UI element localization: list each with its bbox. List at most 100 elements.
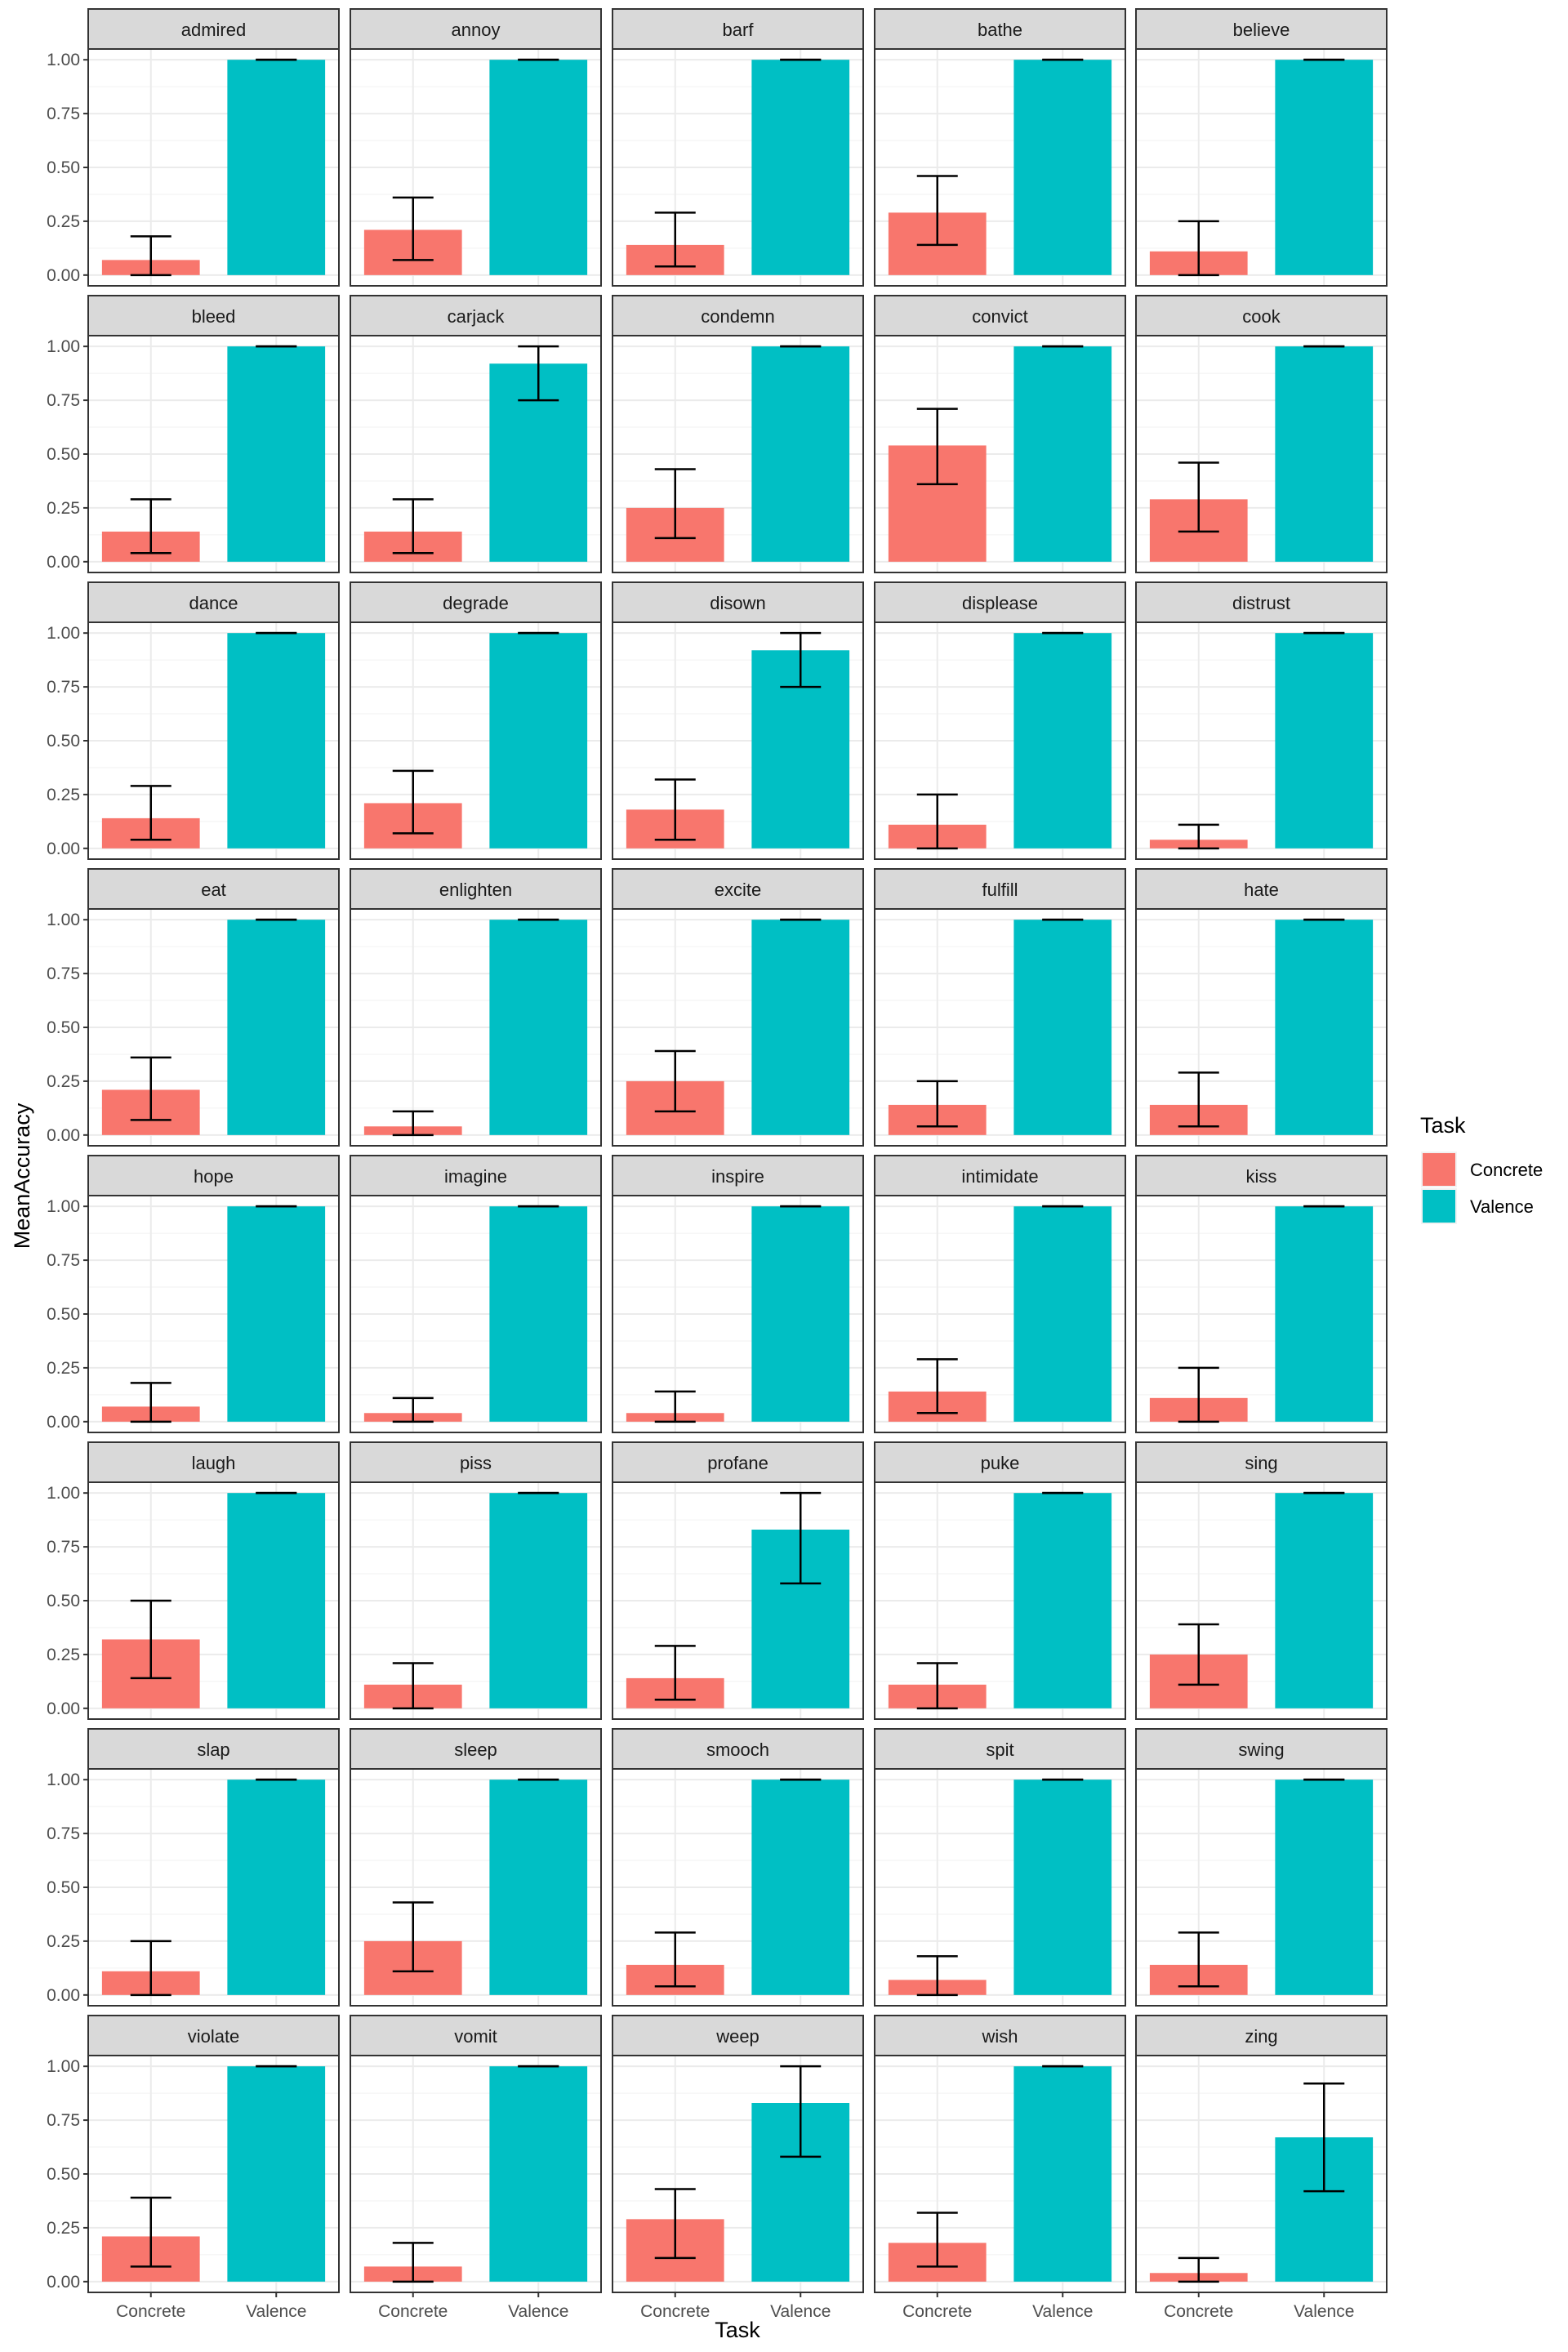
x-tick-label: Valence <box>246 2302 306 2321</box>
panel-border <box>350 335 602 573</box>
bar-valence <box>227 633 326 849</box>
y-tick-label: 0.50 <box>47 158 80 177</box>
facet-strip <box>1135 2015 1388 2056</box>
facet-panel: piss <box>350 1441 602 1720</box>
panel-border <box>612 2055 864 2293</box>
y-tick-label: 0.00 <box>47 553 80 572</box>
facet-strip-label: slap <box>197 1740 229 1760</box>
panel-border <box>1135 48 1388 287</box>
legend: Task Concrete Valence <box>1420 1113 1543 1224</box>
facet-strip <box>1135 868 1388 910</box>
panel-border <box>350 621 602 860</box>
bar-valence <box>227 60 326 275</box>
y-tick-label: 1.00 <box>47 51 80 69</box>
panel-border <box>612 908 864 1147</box>
bar-valence <box>489 1780 588 1995</box>
panel-border <box>350 1481 602 1720</box>
facet-strip-label: piss <box>460 1453 492 1473</box>
y-tick-label: 0.25 <box>47 499 80 518</box>
facet-panel: admired 0.00 0.25 0.50 0.75 1.00 <box>47 8 340 287</box>
error-bar <box>780 2065 822 2158</box>
facet-strip <box>87 868 340 910</box>
bar-valence <box>1275 60 1374 275</box>
facet-strip <box>874 1441 1126 1483</box>
facet-panel: swing <box>1135 1728 1388 2007</box>
bar-valence <box>227 1206 326 1422</box>
facet-strip <box>87 1441 340 1483</box>
y-tick-label: 1.00 <box>47 624 80 643</box>
bar-valence <box>1013 346 1112 562</box>
facet-strip <box>350 581 602 623</box>
bar-valence <box>1013 920 1112 1135</box>
facet-panel: profane <box>612 1441 864 1720</box>
y-tick-label: 0.25 <box>47 2219 80 2238</box>
error-bar <box>916 408 958 486</box>
y-tick-label: 0.25 <box>47 786 80 804</box>
error-bar <box>916 793 958 850</box>
error-bar <box>518 345 559 402</box>
facet-strip <box>874 2015 1126 2056</box>
bar-valence <box>751 346 850 562</box>
panel-border <box>1135 2055 1388 2293</box>
error-bar <box>1178 823 1219 850</box>
facet-strip-label: kiss <box>1246 1166 1277 1187</box>
facet-strip-label: carjack <box>448 306 506 327</box>
facet-strip-label: vomit <box>454 2026 497 2047</box>
error-bar <box>1178 2256 1219 2283</box>
error-bar <box>130 1940 172 1997</box>
facet-strip-label: wish <box>981 2026 1018 2047</box>
facet-strip <box>1135 581 1388 623</box>
error-bar <box>654 1390 696 1423</box>
error-bar <box>780 631 822 688</box>
bar-valence <box>489 2066 588 2282</box>
bar-valence <box>751 1206 850 1422</box>
facet-panel: condemn <box>612 295 864 573</box>
y-tick-label: 0.25 <box>47 1072 80 1091</box>
legend-label-valence: Valence <box>1470 1196 1534 1217</box>
panel-border <box>874 2055 1126 2293</box>
facet-panel: bleed 0.00 0.25 0.50 0.75 1.00 <box>47 295 340 573</box>
facet-panel: spit <box>874 1728 1126 2007</box>
y-tick-label: 0.00 <box>47 1413 80 1432</box>
y-tick-label: 0.50 <box>47 732 80 751</box>
facet-strip-label: hate <box>1244 880 1279 900</box>
bar-valence <box>751 920 850 1135</box>
facet-panel: carjack <box>350 295 602 573</box>
facet-strip-label: eat <box>201 880 226 900</box>
error-bar <box>392 1396 434 1423</box>
facet-strip <box>350 295 602 336</box>
error-bar <box>130 235 172 277</box>
facet-strip-label: dance <box>189 593 238 613</box>
panel-border <box>1135 1768 1388 2007</box>
facet-strip-label: profane <box>707 1453 768 1473</box>
facet-strip <box>87 1728 340 1770</box>
bar-valence <box>489 60 588 275</box>
panel-border <box>350 48 602 287</box>
bar-valence <box>1013 60 1112 275</box>
bar-valence <box>1013 1780 1112 1995</box>
facet-strip-label: barf <box>723 20 755 40</box>
bar-valence <box>1275 1493 1374 1708</box>
error-bar <box>654 778 696 841</box>
facet-strip <box>350 1728 602 1770</box>
facet-strip <box>1135 1728 1388 1770</box>
x-tick-label: Concrete <box>116 2302 185 2321</box>
facet-panel: hate <box>1135 868 1388 1147</box>
y-tick-label: 0.50 <box>47 1878 80 1897</box>
facet-strip <box>350 8 602 50</box>
panel-border <box>1135 1481 1388 1720</box>
facet-strip-label: laugh <box>192 1453 236 1473</box>
facet-strip-label: believe <box>1233 20 1290 40</box>
facet-panel: cook <box>1135 295 1388 573</box>
error-bar <box>916 1080 958 1128</box>
facet-panel: annoy <box>350 8 602 287</box>
x-tick-label: Valence <box>508 2302 568 2321</box>
facet-strip <box>350 1441 602 1483</box>
facet-strip-label: hope <box>194 1166 234 1187</box>
facet-panel: degrade <box>350 581 602 860</box>
facet-panel: believe <box>1135 8 1388 287</box>
facet-strip-label: convict <box>972 306 1027 327</box>
bar-valence <box>1013 1493 1112 1708</box>
panel-border <box>1135 908 1388 1147</box>
facet-strip <box>612 295 864 336</box>
